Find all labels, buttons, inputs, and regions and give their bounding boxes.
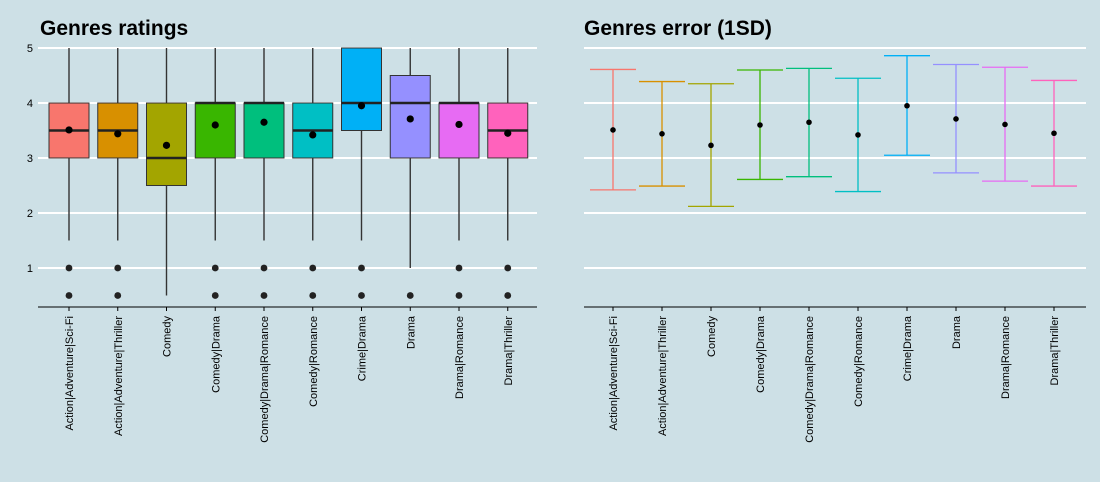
mean-point <box>406 115 414 123</box>
box <box>243 102 285 159</box>
outlier-point <box>309 264 317 272</box>
y-tick-label: 3 <box>27 153 33 165</box>
right-x-tick-label: Comedy|Drama <box>755 315 767 393</box>
mean-point <box>855 132 861 138</box>
mean-point <box>114 130 122 138</box>
outlier-point <box>455 292 463 299</box>
outlier-point <box>211 264 219 272</box>
mean-point <box>65 126 73 134</box>
outlier-point <box>114 264 122 272</box>
outlier-point <box>406 292 414 299</box>
outlier-point <box>358 292 365 299</box>
mean-point <box>455 120 463 129</box>
right-x-tick-label: Comedy <box>706 316 718 357</box>
box <box>438 102 480 159</box>
mean-point <box>211 121 219 129</box>
left-x-tick-label: Comedy|Drama|Romance <box>259 316 271 443</box>
left-x-tick-label: Drama|Thriller <box>503 316 515 386</box>
outlier-point <box>260 292 268 299</box>
genres-error-panel: Genres error (1SD) Action|Adventure|Sci-… <box>584 17 1086 443</box>
outlier-point <box>211 292 219 299</box>
y-tick-label: 5 <box>27 43 33 55</box>
left-x-tick-label: Comedy|Romance <box>308 316 320 407</box>
outlier-point <box>65 264 73 272</box>
mean-point <box>806 119 812 126</box>
outlier-point <box>65 292 73 299</box>
mean-point <box>708 142 714 149</box>
right-x-tick-label: Drama|Romance <box>1000 316 1012 399</box>
left-x-tick-label: Action|Adventure|Thriller <box>113 316 125 436</box>
left-x-tick-label: Drama|Romance <box>454 316 466 399</box>
left-chart-title: Genres ratings <box>40 17 188 40</box>
y-tick-label: 1 <box>27 263 33 275</box>
mean-point <box>309 131 317 139</box>
genres-ratings-panel: Genres ratings 1 2 3 4 5 Action|Adventure|Sci… <box>27 17 537 443</box>
mean-point <box>953 116 959 122</box>
right-x-tick-label: Crime|Drama <box>902 315 914 381</box>
mean-point <box>162 141 171 149</box>
outlier-point <box>455 264 463 272</box>
left-x-tick-label: Drama <box>405 315 417 349</box>
mean-point <box>1002 121 1008 128</box>
left-x-tick-label: Crime|Drama <box>357 315 369 381</box>
outlier-point <box>114 292 122 299</box>
right-x-tick-label: Action|Adventure|Sci-Fi <box>608 316 620 431</box>
y-tick-label: 2 <box>27 208 33 220</box>
box <box>194 102 236 159</box>
right-x-tick-label: Drama|Thriller <box>1049 316 1061 386</box>
y-tick-label: 4 <box>27 98 33 110</box>
right-x-tick-label: Drama <box>951 315 963 349</box>
mean-point <box>610 127 616 133</box>
right-x-tick-label: Comedy|Romance <box>853 316 865 407</box>
left-x-tick-label: Comedy <box>162 316 174 357</box>
mean-point <box>904 102 910 109</box>
right-x-tick-label: Action|Adventure|Thriller <box>657 316 669 436</box>
left-x-tick-label: Action|Adventure|Sci-Fi <box>64 316 76 431</box>
mean-point <box>659 131 665 137</box>
mean-point <box>1051 130 1057 137</box>
left-x-tick-label: Comedy|Drama <box>210 315 222 393</box>
outlier-point <box>504 264 512 272</box>
right-x-tick-label: Comedy|Drama|Romance <box>804 316 816 443</box>
mean-point <box>357 102 366 110</box>
box <box>341 47 382 131</box>
mean-point <box>504 129 512 137</box>
right-chart-title: Genres error (1SD) <box>584 17 772 40</box>
mean-point <box>260 118 268 126</box>
outlier-point <box>260 264 268 272</box>
outlier-point <box>358 264 365 272</box>
mean-point <box>757 122 763 128</box>
outlier-point <box>504 292 512 299</box>
outlier-point <box>309 292 317 299</box>
